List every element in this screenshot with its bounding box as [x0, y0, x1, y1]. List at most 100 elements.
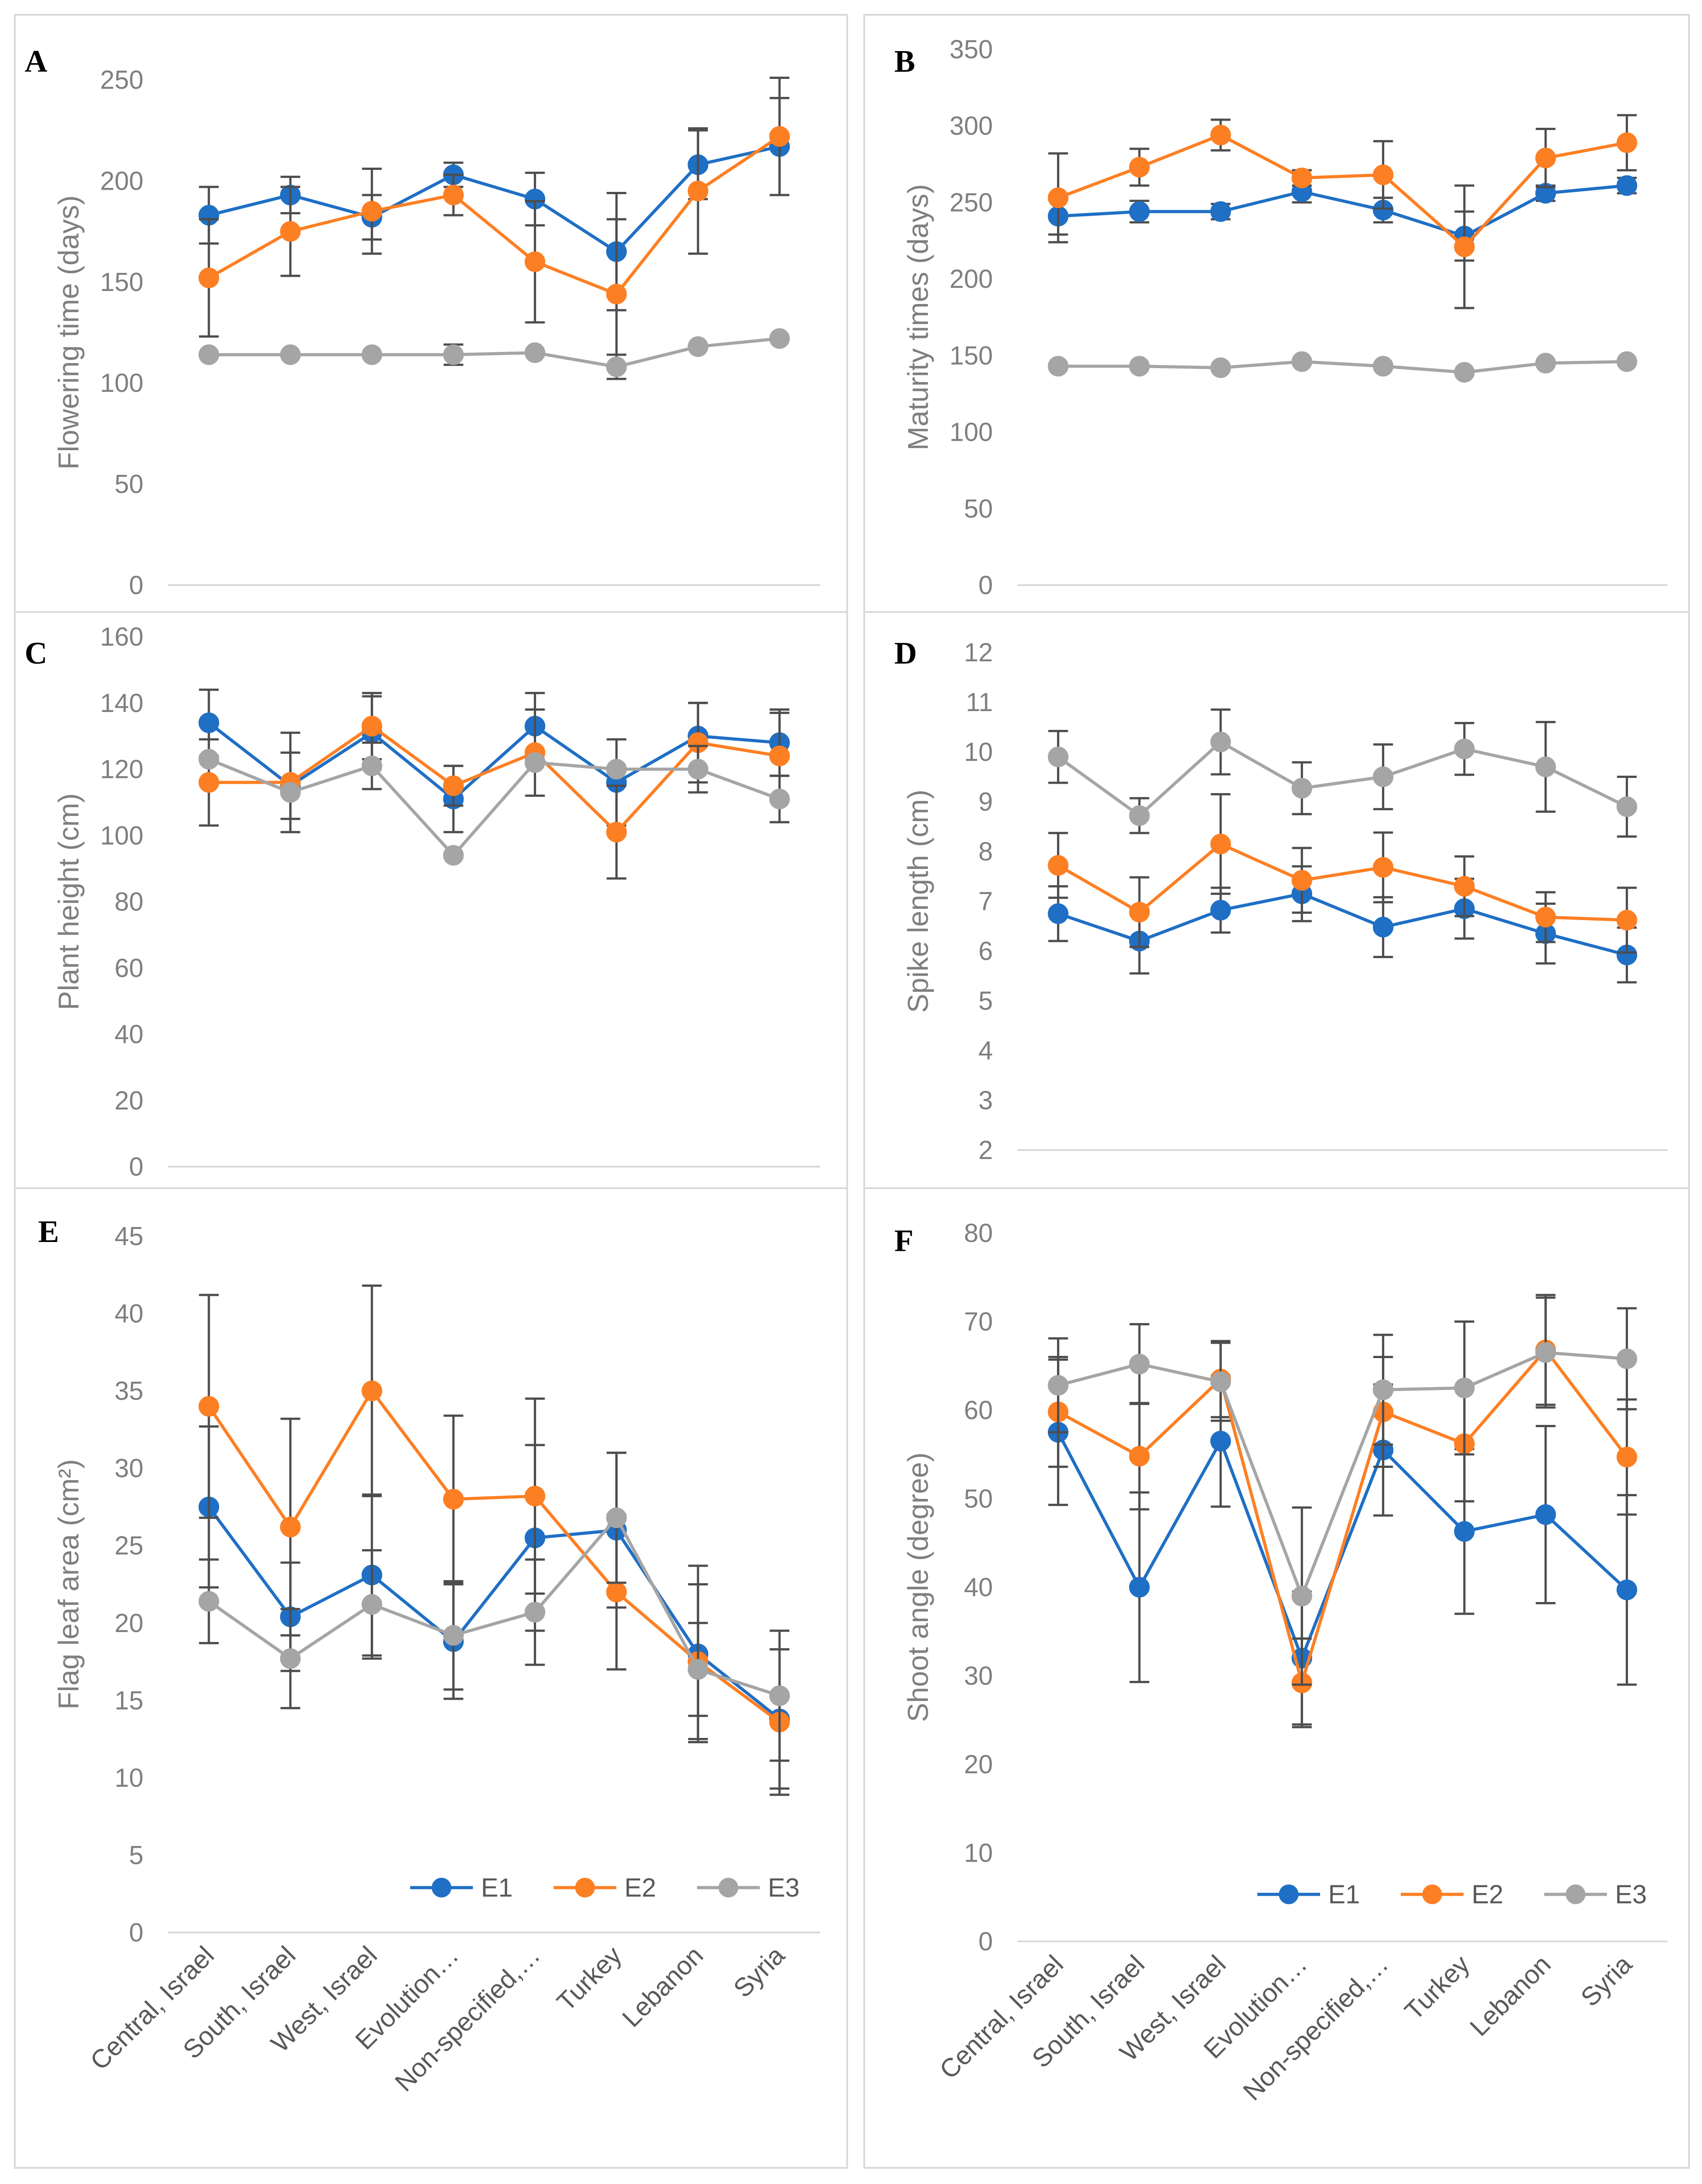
series-line-E2 [208, 724, 780, 834]
y-tick-label: 2 [979, 1136, 993, 1165]
data-point-E3 [1535, 352, 1556, 373]
panel-D: D 2 3 4 5 6 7 8 9 10 11 12 Spike length (cm) [863, 611, 1690, 1189]
data-point-E3 [1616, 351, 1637, 372]
data-point-E3 [1291, 351, 1312, 372]
data-point-E2 [361, 1381, 382, 1402]
data-point-E3 [1373, 766, 1394, 787]
data-point-E3 [443, 1625, 464, 1646]
y-tick-label: 300 [949, 112, 993, 141]
data-point-E2 [1129, 1446, 1150, 1467]
series-line-E2 [1057, 1347, 1628, 1689]
legend-swatch-marker [1279, 1884, 1299, 1904]
data-point-E2 [524, 251, 546, 272]
panel-letter: A [25, 44, 48, 79]
series-line-E1 [208, 721, 780, 801]
data-point-E3 [443, 344, 464, 365]
data-point-E2 [606, 283, 627, 304]
data-point-E3 [198, 344, 219, 365]
data-point-E3 [1535, 1342, 1556, 1363]
series-E3 [1048, 351, 1637, 383]
data-point-E3 [1454, 362, 1475, 383]
data-point-E2 [1129, 902, 1150, 923]
data-point-E2 [443, 775, 464, 796]
legend: E1 E2 E3 [1257, 1880, 1647, 1909]
y-tick-label: 60 [964, 1396, 993, 1425]
y-tick-label: 80 [964, 1219, 993, 1248]
legend-swatch-marker [432, 1878, 451, 1897]
y-axis-label: Spike length (cm) [902, 790, 934, 1013]
data-point-E3 [606, 1507, 627, 1528]
data-point-E3 [1291, 778, 1312, 799]
y-tick-label: 0 [129, 1152, 143, 1181]
data-point-E2 [280, 1516, 301, 1537]
data-point-E3 [443, 845, 464, 866]
data-point-E2 [1616, 1446, 1637, 1468]
series-E2 [1048, 793, 1637, 954]
y-tick-label: 20 [114, 1086, 143, 1115]
data-point-E3 [280, 782, 301, 803]
series-line-E1 [1058, 184, 1627, 238]
data-point-E2 [1291, 870, 1312, 891]
legend-item-E1: E1 [1257, 1880, 1360, 1909]
data-point-E2 [443, 184, 464, 205]
y-tick-label: 60 [114, 954, 143, 983]
series-line-E1 [1057, 1431, 1628, 1663]
series-line-E2 [1057, 842, 1627, 922]
data-point-E3 [1048, 747, 1069, 768]
legend-label: E3 [768, 1873, 800, 1902]
panel-letter: D [894, 636, 917, 671]
data-point-E2 [198, 267, 219, 288]
series-line-E3 [208, 337, 780, 369]
panel-letter: E [38, 1215, 59, 1249]
data-point-E3 [524, 342, 546, 363]
y-tick-label: 50 [964, 1485, 993, 1514]
series-E3 [1048, 708, 1637, 838]
data-point-E2 [1454, 236, 1475, 257]
data-point-E3 [280, 1648, 301, 1669]
y-tick-label: 3 [979, 1086, 993, 1115]
data-point-E1 [1210, 899, 1231, 920]
data-point-E2 [688, 180, 709, 201]
y-axis-label: Flowering time (days) [52, 195, 85, 470]
series-E3 [198, 1451, 790, 1762]
data-point-E1 [1373, 916, 1394, 938]
legend-item-E3: E3 [697, 1873, 800, 1902]
data-point-E2 [1616, 910, 1637, 931]
series-E2 [1048, 114, 1637, 309]
data-point-E3 [361, 344, 382, 365]
y-tick-label: 70 [964, 1307, 993, 1337]
panel-B: B 0 50 100 150 200 250 300 350 Maturity times (da… [863, 14, 1690, 613]
y-tick-label: 100 [949, 418, 993, 447]
data-point-E2 [198, 772, 219, 793]
legend-item-E3: E3 [1544, 1880, 1647, 1909]
data-point-E2 [1535, 148, 1556, 169]
legend-item-E1: E1 [410, 1873, 513, 1902]
data-point-E1 [1048, 903, 1069, 924]
data-point-E2 [524, 1485, 546, 1507]
y-tick-label: 25 [114, 1531, 143, 1560]
legend-item-E2: E2 [554, 1873, 656, 1902]
y-tick-label: 50 [964, 494, 993, 523]
y-tick-label: 15 [114, 1686, 143, 1715]
data-point-E3 [1454, 1377, 1475, 1398]
y-tick-label: 140 [100, 689, 143, 718]
y-tick-label: 30 [964, 1662, 993, 1691]
y-tick-label: 5 [129, 1841, 143, 1870]
y-tick-label: 40 [964, 1573, 993, 1602]
series-line-E3 [1057, 1351, 1627, 1601]
series-line-E2 [208, 135, 781, 296]
data-point-E2 [769, 745, 790, 766]
panel-frame [863, 14, 1690, 613]
data-point-E3 [1129, 356, 1150, 377]
y-tick-label: 160 [100, 622, 143, 651]
y-tick-label: 35 [114, 1376, 143, 1406]
data-point-E2 [1454, 876, 1475, 897]
data-point-E3 [361, 1594, 382, 1615]
data-point-E3 [1616, 796, 1637, 817]
y-tick-label: 50 [114, 470, 143, 499]
data-point-E2 [606, 821, 627, 842]
y-tick-label: 100 [100, 369, 143, 398]
data-point-E2 [1373, 164, 1394, 185]
